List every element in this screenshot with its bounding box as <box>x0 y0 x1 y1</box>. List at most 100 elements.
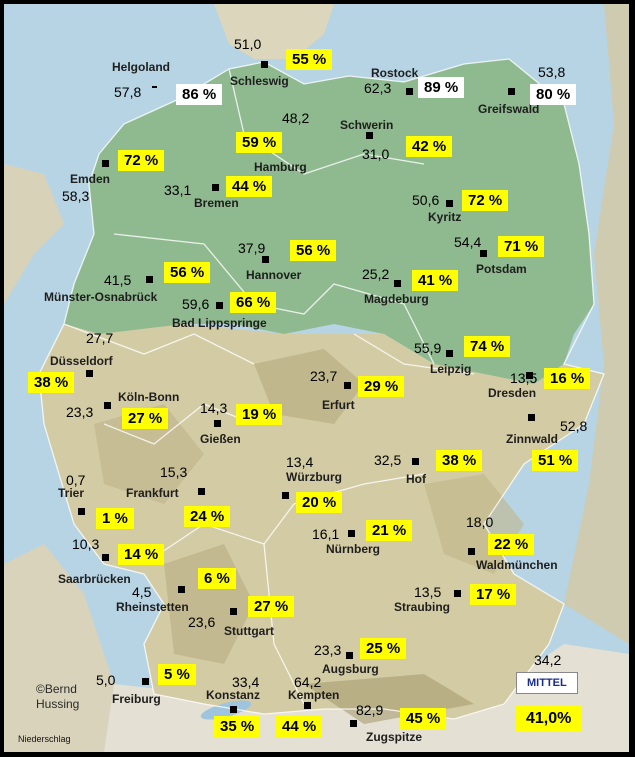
percent-box: 45 % <box>400 708 447 729</box>
station-name: Augsburg <box>322 662 379 676</box>
station-marker <box>366 132 373 139</box>
copyright-line: ©Bernd <box>36 682 77 696</box>
percent-box: 80 % <box>530 84 577 105</box>
station-name: Konstanz <box>206 688 260 702</box>
station-name: Potsdam <box>476 262 527 276</box>
station-name: Stuttgart <box>224 624 274 638</box>
precip-value: 27,7 <box>86 330 114 346</box>
percent-box: 56 % <box>290 240 337 261</box>
station-name: Rostock <box>371 66 419 80</box>
station-name: Magdeburg <box>364 292 429 306</box>
percent-box: 41 % <box>412 270 459 291</box>
precip-value: 50,6 <box>412 192 440 208</box>
percent-box: 59 % <box>236 132 283 153</box>
station-name: Kempten <box>288 688 340 702</box>
station-marker <box>468 548 475 555</box>
percent-box: 38 % <box>436 450 483 471</box>
station-name: Gießen <box>200 432 241 446</box>
percent-box: 74 % <box>464 336 511 357</box>
precip-value: 82,9 <box>356 702 384 718</box>
precip-value: 0,7 <box>66 472 86 488</box>
precip-value: 10,3 <box>72 536 100 552</box>
station-marker <box>230 608 237 615</box>
station-marker <box>480 250 487 257</box>
station-name: Bremen <box>194 196 239 210</box>
percent-box: 71 % <box>498 236 545 257</box>
percent-box: 25 % <box>360 638 407 659</box>
station-marker <box>230 706 237 713</box>
station-marker <box>104 402 111 409</box>
percent-box: 21 % <box>366 520 413 541</box>
mittel-value: 34,2 <box>534 652 562 668</box>
station-name: Würzburg <box>286 470 342 484</box>
station-name: Kyritz <box>428 210 462 224</box>
station-marker <box>350 720 357 727</box>
precip-value: 59,6 <box>182 296 210 312</box>
station-marker <box>146 276 153 283</box>
legend-label: Niederschlag <box>18 734 71 744</box>
precip-value: 48,2 <box>282 110 310 126</box>
station-marker <box>78 508 85 515</box>
station-marker <box>102 554 109 561</box>
station-marker <box>454 590 461 597</box>
precipitation-map: Helgoland 57,8 86 % 51,0 Schleswig 55 % … <box>4 4 629 752</box>
station-name: Frankfurt <box>126 486 179 500</box>
percent-box: 51 % <box>532 450 579 471</box>
percent-box: 66 % <box>230 292 277 313</box>
station-marker <box>152 86 157 88</box>
percent-box: 16 % <box>544 368 591 389</box>
precip-value: 14,3 <box>200 400 228 416</box>
copyright: ©Bernd Hussing <box>36 682 79 712</box>
station-marker <box>261 61 268 68</box>
station-name: Düsseldorf <box>50 354 113 368</box>
precip-value: 55,9 <box>414 340 442 356</box>
station-marker <box>178 586 185 593</box>
precip-value: 23,7 <box>310 368 338 384</box>
percent-box: 27 % <box>248 596 295 617</box>
station-marker <box>406 88 413 95</box>
percent-box: 89 % <box>418 77 465 98</box>
precip-value: 37,9 <box>238 240 266 256</box>
percent-box: 72 % <box>118 150 165 171</box>
station-marker <box>282 492 289 499</box>
precip-value: 23,3 <box>314 642 342 658</box>
station-name: Dresden <box>488 386 537 400</box>
precip-value: 31,0 <box>362 146 390 162</box>
station-name: Schwerin <box>340 118 394 132</box>
percent-box: 38 % <box>28 372 75 393</box>
station-name: Rheinstetten <box>116 600 189 614</box>
precip-value: 58,3 <box>62 188 90 204</box>
station-name: Nürnberg <box>326 542 380 556</box>
precip-value: 64,2 <box>294 674 322 690</box>
station-name: Hof <box>406 472 426 486</box>
station-name: Leipzig <box>430 362 472 376</box>
precip-value: 57,8 <box>114 84 142 100</box>
precip-value: 4,5 <box>132 584 152 600</box>
station-marker <box>216 302 223 309</box>
percent-box: 29 % <box>358 376 405 397</box>
station-name: Trier <box>58 486 85 500</box>
station-marker <box>412 458 419 465</box>
map-background <box>4 4 629 752</box>
percent-box: 17 % <box>470 584 517 605</box>
station-name: Freiburg <box>112 692 161 706</box>
percent-box: 44 % <box>226 176 273 197</box>
station-name: Greifswald <box>478 102 540 116</box>
precip-value: 33,1 <box>164 182 192 198</box>
station-name: Waldmünchen <box>476 558 558 572</box>
precip-value: 54,4 <box>454 234 482 250</box>
station-name: Helgoland <box>112 60 171 74</box>
precip-value: 5,0 <box>96 672 116 688</box>
station-marker <box>214 420 221 427</box>
station-marker <box>198 488 205 495</box>
station-name: Hannover <box>246 268 302 282</box>
station-marker <box>102 160 109 167</box>
percent-box: 44 % <box>276 716 323 737</box>
station-name: Hamburg <box>254 160 307 174</box>
station-name: Zugspitze <box>366 730 422 744</box>
precip-value: 62,3 <box>364 80 392 96</box>
percent-box: 20 % <box>296 492 343 513</box>
percent-box: 86 % <box>176 84 223 105</box>
percent-box: 42 % <box>406 136 453 157</box>
percent-box: 19 % <box>236 404 283 425</box>
